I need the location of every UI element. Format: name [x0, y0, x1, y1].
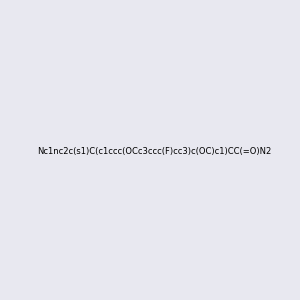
- Text: Nc1nc2c(s1)C(c1ccc(OCc3ccc(F)cc3)c(OC)c1)CC(=O)N2: Nc1nc2c(s1)C(c1ccc(OCc3ccc(F)cc3)c(OC)c1…: [37, 147, 271, 156]
